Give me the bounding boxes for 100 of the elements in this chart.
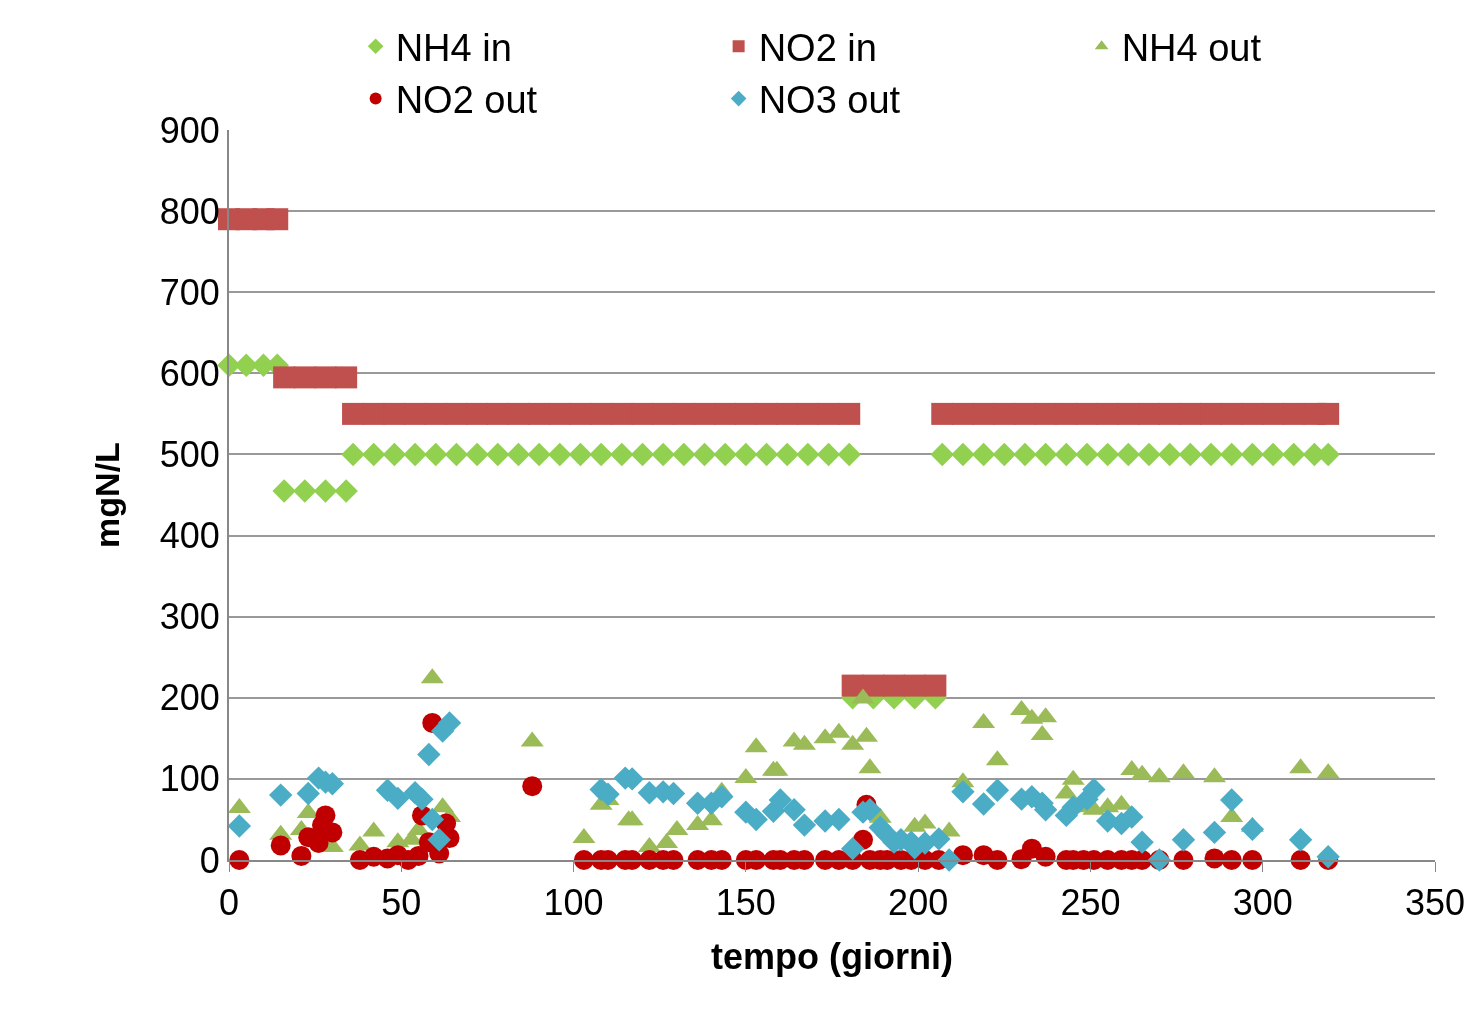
point (1220, 442, 1244, 467)
point (776, 402, 799, 425)
x-tick-label: 300 (1232, 882, 1293, 924)
point (1262, 402, 1285, 425)
point (672, 402, 695, 425)
point (714, 402, 737, 425)
x-tick-label: 150 (715, 882, 776, 924)
point (362, 442, 386, 467)
point (1158, 402, 1181, 425)
point (404, 402, 427, 425)
point (883, 674, 906, 697)
y-tick-label: 800 (159, 190, 220, 232)
point (272, 479, 296, 503)
point (1157, 442, 1182, 467)
point (590, 402, 613, 425)
point (1117, 402, 1140, 425)
point (903, 674, 926, 697)
point (445, 402, 468, 425)
point (528, 402, 551, 425)
y-tick-label: 100 (159, 758, 220, 800)
x-axis-title: tempo (giorni) (711, 936, 953, 978)
point (672, 442, 696, 467)
y-tick-label: 500 (159, 434, 220, 476)
point (610, 442, 634, 467)
point (1200, 402, 1223, 425)
point (313, 479, 338, 503)
point (755, 402, 778, 425)
x-tick-label: 350 (1404, 882, 1466, 924)
legend-label: NO2 in (758, 27, 877, 70)
y-tick-label: 300 (159, 596, 220, 638)
point (1033, 442, 1058, 467)
y-tick-label: 700 (159, 271, 220, 313)
point (568, 442, 593, 467)
x-tick-label: 100 (543, 882, 604, 924)
point (796, 442, 820, 467)
point (796, 402, 819, 425)
point (266, 208, 289, 231)
y-tick-label: 0 (199, 839, 220, 881)
point (569, 402, 592, 425)
legend-label: NH4 in (395, 27, 512, 70)
point (527, 442, 551, 467)
point (341, 442, 365, 467)
point (383, 402, 406, 425)
point (651, 442, 675, 467)
y-axis-title: mgN/L (87, 442, 126, 548)
point (334, 479, 358, 503)
x-tick-label: 50 (381, 882, 422, 924)
point (816, 442, 841, 467)
point (466, 402, 489, 425)
point (931, 402, 954, 425)
point (754, 442, 779, 467)
point (734, 442, 758, 467)
point (630, 442, 655, 467)
point (1095, 442, 1120, 467)
y-tick-label: 600 (159, 352, 220, 394)
point (817, 402, 840, 425)
point (1075, 442, 1099, 467)
y-tick-label: 900 (159, 109, 220, 151)
point (342, 402, 365, 425)
point (1261, 442, 1285, 467)
point (273, 366, 296, 389)
point (1282, 402, 1305, 425)
point (930, 442, 954, 467)
point (548, 442, 572, 467)
point (314, 366, 337, 389)
point (589, 442, 613, 467)
point (631, 402, 654, 425)
point (837, 442, 861, 467)
point (486, 402, 509, 425)
point (971, 442, 996, 467)
y-tick-label: 200 (159, 677, 220, 719)
point (951, 402, 974, 425)
point (1178, 442, 1203, 467)
point (234, 353, 258, 377)
point (1096, 402, 1119, 425)
point (424, 402, 447, 425)
point (465, 442, 489, 467)
point (1116, 442, 1141, 467)
point (293, 479, 317, 503)
point (1138, 402, 1161, 425)
point (1220, 402, 1243, 425)
point (775, 442, 799, 467)
point (652, 402, 675, 425)
point (972, 402, 995, 425)
point (486, 442, 510, 467)
point (1240, 442, 1265, 467)
point (692, 442, 717, 467)
point (1055, 402, 1078, 425)
point (1013, 442, 1037, 467)
point (362, 402, 385, 425)
point (1199, 442, 1223, 467)
y-tick-label: 400 (159, 515, 220, 557)
point (444, 442, 469, 467)
point (1241, 402, 1264, 425)
x-tick-label: 250 (1060, 882, 1121, 924)
point (993, 402, 1016, 425)
point (1075, 402, 1098, 425)
point (293, 366, 316, 389)
x-tick-label: 200 (888, 882, 949, 924)
point (424, 442, 448, 467)
